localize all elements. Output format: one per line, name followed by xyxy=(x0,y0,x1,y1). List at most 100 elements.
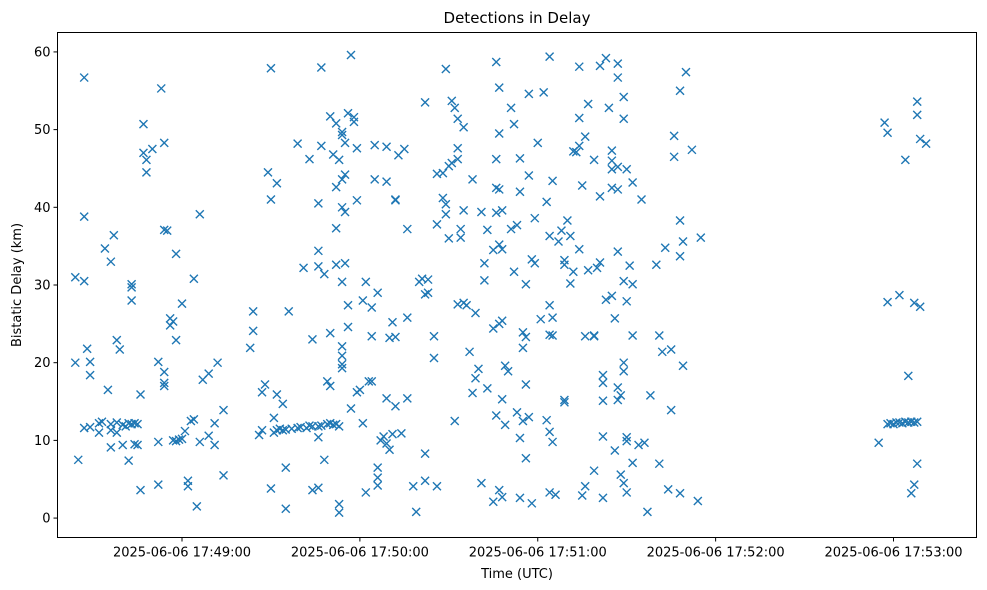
data-point xyxy=(284,306,294,316)
data-point xyxy=(358,418,368,428)
data-point xyxy=(666,405,676,415)
data-point xyxy=(619,358,629,368)
data-point xyxy=(136,485,146,495)
data-point xyxy=(210,418,220,428)
data-point xyxy=(601,53,611,63)
data-point xyxy=(281,504,291,514)
data-point xyxy=(385,445,395,455)
data-point xyxy=(524,170,534,180)
data-point xyxy=(696,233,706,243)
data-point xyxy=(219,405,229,415)
data-point xyxy=(521,332,531,342)
y-tick-label: 50 xyxy=(34,123,51,138)
data-point xyxy=(73,455,83,465)
y-tick-label: 0 xyxy=(42,512,50,527)
data-point xyxy=(316,141,326,151)
data-point xyxy=(565,231,575,241)
data-point xyxy=(595,257,605,267)
data-point xyxy=(204,369,214,379)
data-point xyxy=(109,230,119,240)
data-point xyxy=(598,396,608,406)
data-point xyxy=(518,327,528,337)
data-point xyxy=(459,205,469,215)
data-point xyxy=(210,440,220,450)
data-point xyxy=(352,143,362,153)
data-point xyxy=(364,376,374,386)
data-point xyxy=(171,249,181,259)
data-point xyxy=(337,363,347,373)
data-points xyxy=(70,50,931,518)
data-point xyxy=(909,480,919,490)
data-point xyxy=(639,438,649,448)
data-point xyxy=(912,417,922,427)
data-point xyxy=(669,152,679,162)
data-point xyxy=(542,197,552,207)
data-point xyxy=(619,478,629,488)
data-point xyxy=(622,487,632,497)
data-point xyxy=(325,381,335,391)
data-point xyxy=(453,114,463,124)
data-point xyxy=(147,144,157,154)
data-point xyxy=(337,351,347,361)
data-point xyxy=(432,219,442,229)
data-point xyxy=(402,224,412,234)
data-point xyxy=(352,195,362,205)
plot-frame xyxy=(57,32,977,538)
data-point xyxy=(402,313,412,323)
data-point xyxy=(370,174,380,184)
data-point xyxy=(506,224,516,234)
data-point xyxy=(337,174,347,184)
data-point xyxy=(476,478,486,488)
data-point xyxy=(159,138,169,148)
data-point xyxy=(530,213,540,223)
data-point xyxy=(85,422,95,432)
data-point xyxy=(497,492,507,502)
data-point xyxy=(512,220,522,230)
data-point xyxy=(293,139,303,149)
data-point xyxy=(260,379,270,389)
data-point xyxy=(521,279,531,289)
data-point xyxy=(488,497,498,507)
data-point xyxy=(171,335,181,345)
data-point xyxy=(337,341,347,351)
data-point xyxy=(512,407,522,417)
data-point xyxy=(340,138,350,148)
data-point xyxy=(266,484,276,494)
data-point xyxy=(628,279,638,289)
data-point xyxy=(159,381,169,391)
data-point xyxy=(441,64,451,74)
chart-title: Detections in Delay xyxy=(444,9,591,27)
data-point xyxy=(488,324,498,334)
data-point xyxy=(94,418,104,428)
data-point xyxy=(159,225,169,235)
data-point xyxy=(604,103,614,113)
data-point xyxy=(669,131,679,141)
data-point xyxy=(607,291,617,301)
data-point xyxy=(390,401,400,411)
data-point xyxy=(583,265,593,275)
data-point xyxy=(361,277,371,287)
x-tick-label: 2025-06-06 17:53:00 xyxy=(824,546,962,561)
data-point xyxy=(382,142,392,152)
x-axis-ticks: 2025-06-06 17:49:00 2025-06-06 17:50:00 20… xyxy=(113,537,963,561)
data-point xyxy=(900,155,910,165)
data-point xyxy=(367,376,377,386)
data-point xyxy=(479,258,489,268)
data-point xyxy=(518,343,528,353)
data-point xyxy=(213,358,223,368)
data-point xyxy=(245,343,255,353)
data-point xyxy=(580,132,590,142)
data-point xyxy=(337,202,347,212)
data-point xyxy=(304,154,314,164)
data-point xyxy=(580,481,590,491)
data-point xyxy=(524,89,534,99)
data-point xyxy=(589,155,599,165)
data-point xyxy=(556,226,566,236)
data-point xyxy=(370,140,380,150)
data-point xyxy=(476,207,486,217)
data-point xyxy=(450,416,460,426)
data-point xyxy=(293,423,303,433)
data-point xyxy=(248,306,258,316)
data-point xyxy=(545,300,555,310)
data-point xyxy=(192,501,202,511)
